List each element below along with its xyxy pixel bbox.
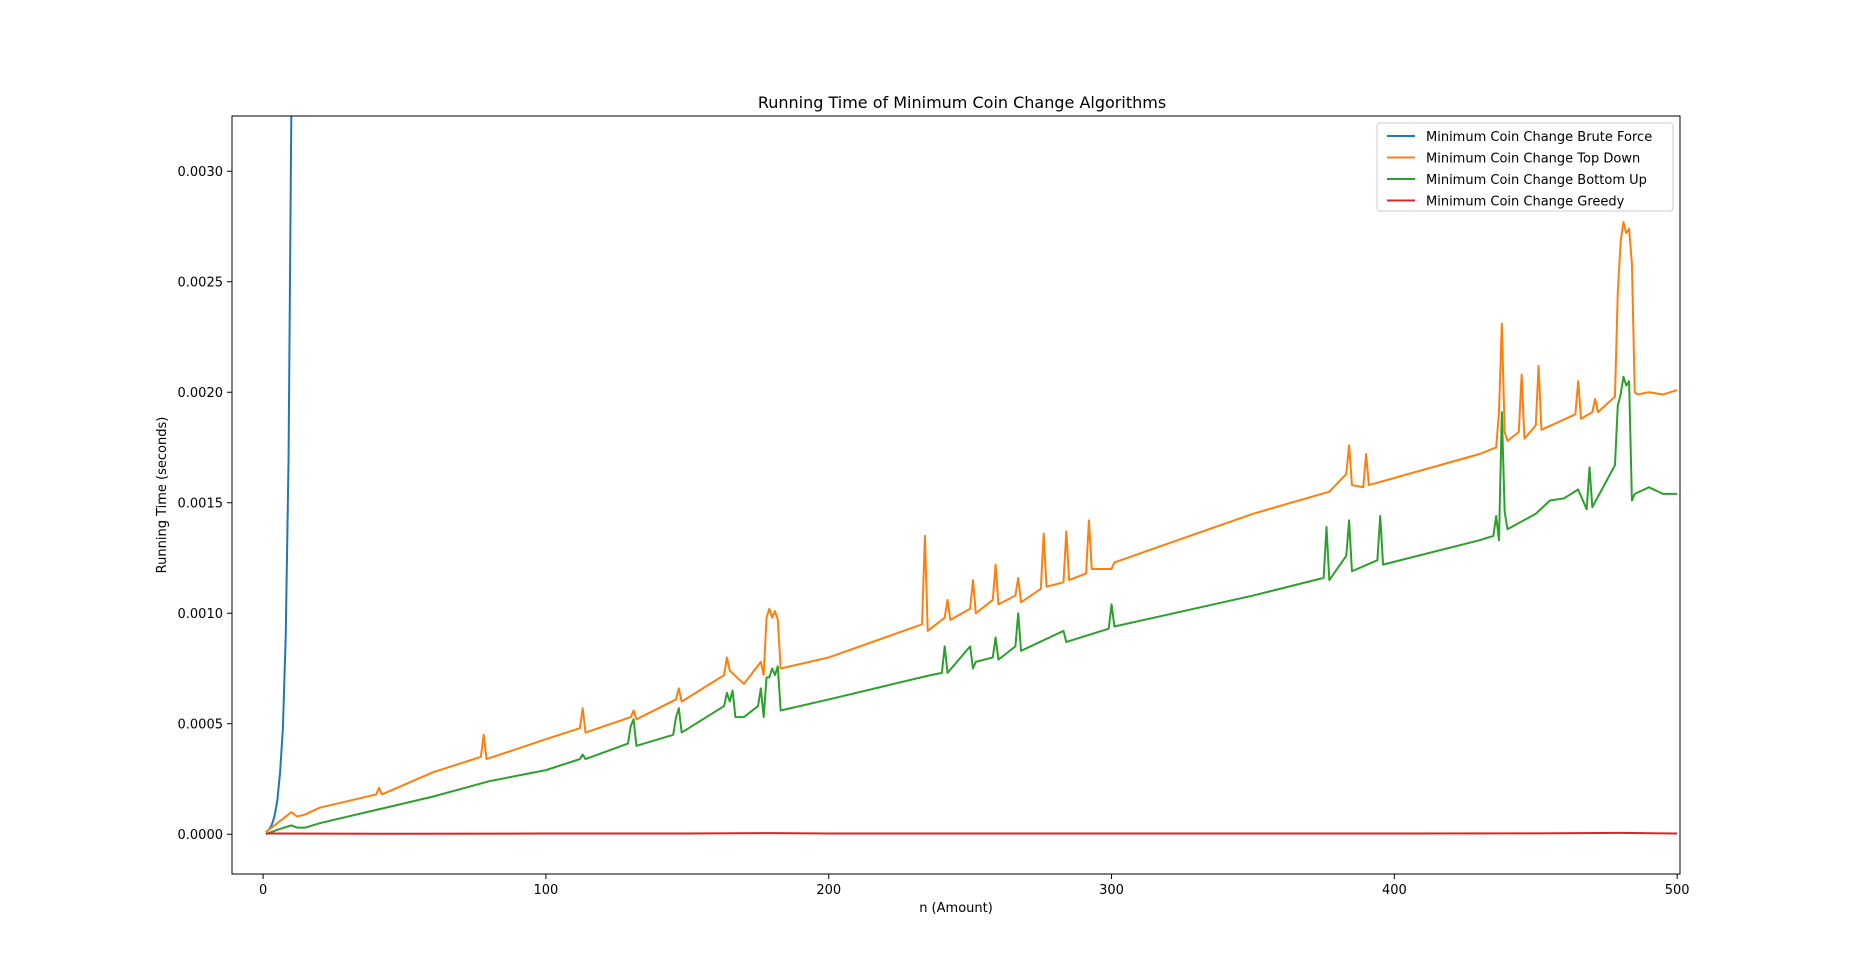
y-tick-label-1: 0.0005	[178, 718, 224, 733]
x-tick-label-0: 0	[259, 883, 267, 898]
y-tick-label-2: 0.0010	[178, 607, 224, 622]
legend-label-3: Minimum Coin Change Greedy	[1426, 195, 1625, 210]
series-line-3	[265, 831, 1678, 835]
y-axis: 0.0000 0.0005 0.0010 0.0015 0.0020 0.0025 0.00…	[178, 165, 232, 843]
y-axis-label: Running Time (seconds)	[155, 417, 170, 574]
legend-label-2: Minimum Coin Change Bottom Up	[1426, 173, 1647, 188]
legend-box	[1376, 122, 1674, 212]
legend-label-1: Minimum Coin Change Top Down	[1426, 152, 1640, 167]
x-tick-label-4: 400	[1382, 883, 1407, 898]
series-layer	[265, 116, 1678, 836]
series-line-1	[265, 221, 1678, 833]
x-tick-label-5: 500	[1665, 883, 1690, 898]
legend-label-0: Minimum Coin Change Brute Force	[1426, 130, 1652, 145]
legend: Minimum Coin Change Brute Force Minimum C…	[1376, 122, 1674, 212]
y-tick-label-6: 0.0030	[178, 165, 224, 180]
chart-title: Running Time of Minimum Coin Change Algo…	[758, 93, 1166, 112]
y-tick-label-5: 0.0025	[178, 276, 224, 291]
series-line-2	[265, 375, 1678, 836]
x-tick-label-1: 100	[534, 883, 559, 898]
y-tick-label-0: 0.0000	[178, 828, 224, 843]
plot-frame	[231, 115, 1681, 875]
x-axis: 0 100 200 300 400 500	[259, 874, 1690, 898]
x-tick-label-3: 300	[1099, 883, 1124, 898]
x-tick-label-2: 200	[816, 883, 841, 898]
y-tick-label-4: 0.0020	[178, 386, 224, 401]
y-tick-label-3: 0.0015	[178, 497, 224, 512]
x-axis-label: n (Amount)	[919, 901, 993, 916]
